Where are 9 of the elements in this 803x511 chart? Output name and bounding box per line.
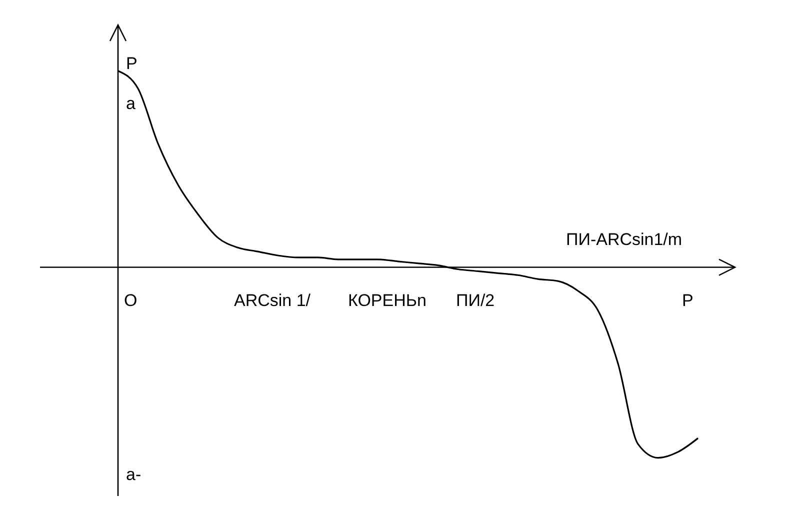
text: a- [126,465,142,485]
annotation: ARCsin 1/ [234,291,311,311]
annotation: P [682,291,694,311]
annotation: a [126,94,136,114]
annotation: ПИ-ARCsin1/m [566,230,682,250]
annotation: ПИ/2 [456,291,495,311]
y-axis-title: P [126,54,138,74]
annotation: КОРЕНЬn [348,291,427,311]
annotation: O [124,291,138,311]
